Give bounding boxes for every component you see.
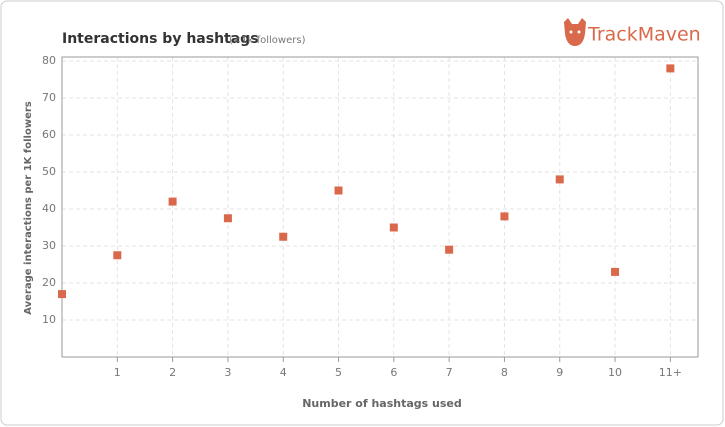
marker	[58, 290, 66, 299]
y-tick-label: 20	[42, 276, 56, 289]
y-tick-label: 50	[42, 165, 56, 178]
x-tick-label: 9	[556, 366, 563, 379]
logo-icon	[564, 18, 586, 46]
marker	[389, 223, 398, 232]
x-tick-label: 8	[501, 366, 508, 379]
marker	[223, 214, 232, 223]
plot-border	[61, 56, 699, 358]
y-tick-label: 60	[42, 128, 56, 141]
marker	[555, 175, 564, 184]
marker	[445, 245, 454, 254]
marker	[168, 197, 177, 206]
y-tick-label: 80	[42, 54, 56, 67]
x-tick-label: 1	[114, 366, 121, 379]
y-tick-label: 30	[42, 239, 56, 252]
y-tick-label: 40	[42, 202, 56, 215]
x-axis-label: Number of hashtags used	[302, 397, 462, 410]
x-tick-label: 10	[608, 366, 622, 379]
logo-eye	[577, 30, 581, 34]
chart-subtitle: (<1k followers)	[229, 35, 306, 46]
y-axis-label: Average interactions per 1K followers	[23, 101, 34, 315]
x-tick-label: 3	[224, 366, 231, 379]
marker	[500, 212, 509, 221]
logo	[564, 18, 586, 46]
logo-eye	[569, 30, 573, 34]
x-tick-label: 2	[169, 366, 176, 379]
x-tick-label: 11+	[659, 366, 682, 379]
y-tick-label: 70	[42, 91, 56, 104]
marker	[666, 64, 675, 73]
marker	[279, 232, 288, 241]
x-tick-label: 4	[280, 366, 287, 379]
marker	[113, 251, 122, 260]
marker	[334, 186, 343, 195]
x-tick-label: 5	[335, 366, 342, 379]
x-tick-label: 7	[446, 366, 453, 379]
marker	[611, 267, 620, 276]
x-tick-label: 6	[390, 366, 397, 379]
brand-name: TrackMaven	[587, 24, 701, 46]
y-tick-label: 10	[42, 313, 56, 326]
chart-title: Interactions by hashtags	[62, 31, 259, 47]
